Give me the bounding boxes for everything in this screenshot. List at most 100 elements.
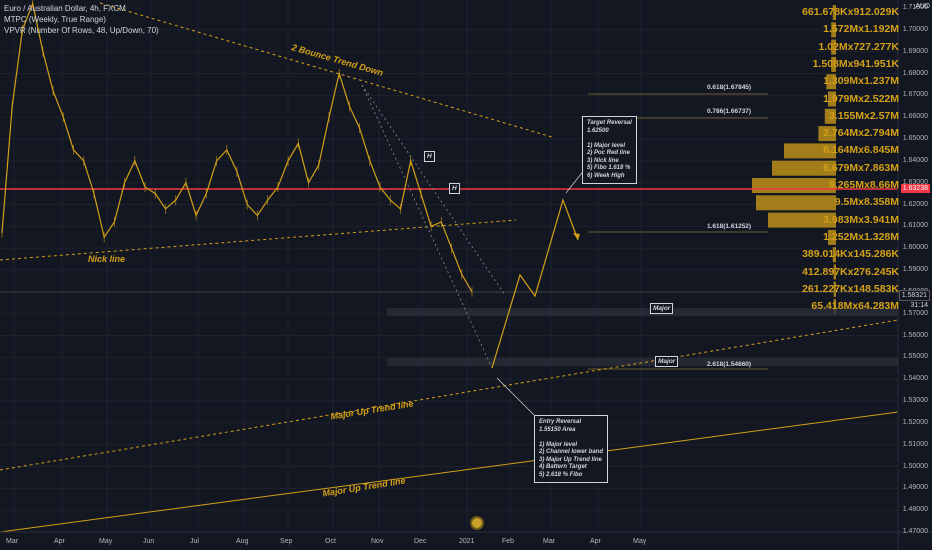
- price-tick-label: 1.52000: [902, 418, 928, 426]
- vpvr-bar: [826, 74, 836, 90]
- note-line: 5) Fibo 1.618 %: [587, 165, 631, 171]
- note-line: 4) Battern Target: [539, 464, 587, 470]
- indicator-vpvr[interactable]: VPVR (Number Of Rows, 48, Up/Down, 70): [4, 26, 159, 35]
- time-tick-label: Jul: [190, 538, 199, 545]
- major-zone-2: [387, 358, 898, 366]
- countdown-tag: 31:14: [908, 301, 930, 310]
- currency-label: AUD: [915, 3, 930, 10]
- vpvr-value: 9.265Mx8.66M: [828, 179, 899, 191]
- time-tick-label: Mar: [6, 538, 19, 545]
- vpvr-value: 661.678Kx912.029K: [802, 6, 899, 18]
- major-up-trend-line-2: [0, 411, 899, 533]
- price-tick-label: 1.67000: [902, 91, 928, 99]
- vpvr-value: 1.02Mx727.277K: [818, 40, 899, 53]
- vpvr-bar: [784, 143, 836, 159]
- h-tag-2[interactable]: H: [449, 183, 460, 194]
- time-tick-label: Feb: [502, 538, 515, 545]
- support-zones: [387, 93, 898, 370]
- vpvr-bar: [818, 126, 836, 142]
- price-tick-label: 1.49000: [902, 484, 928, 492]
- h-tag-1[interactable]: H: [424, 151, 435, 162]
- price-tick-label: 1.54000: [902, 375, 928, 383]
- time-tick-label: 2021: [459, 538, 475, 545]
- time-tick-label: Sep: [280, 538, 293, 545]
- vpvr-value: 1.979Mx2.522M: [823, 92, 899, 105]
- grid: [0, 0, 898, 533]
- vpvr-value: 389.014Kx145.286K: [802, 248, 899, 261]
- time-tick-label: Nov: [371, 538, 384, 545]
- major-up-trend-line-1: [0, 319, 899, 471]
- price-tick-label: 1.64000: [902, 156, 928, 164]
- price-tick-label: 1.50000: [902, 462, 928, 470]
- price-tick-label: 1.60000: [902, 244, 928, 252]
- vpvr-bar: [756, 195, 836, 211]
- entry-reversal-note[interactable]: Entry Reversal 1.55150 Area 1) Major leve…: [534, 415, 609, 483]
- vpvr-value: 65.418Mx64.283M: [811, 300, 899, 313]
- price-tick-label: 1.71000: [902, 4, 928, 11]
- time-tick-label: May: [633, 538, 647, 545]
- vpvr-value: 261.227Kx148.583K: [802, 282, 899, 295]
- nick-line-label: Nick line: [88, 254, 126, 264]
- note-line: 1.62500: [587, 127, 609, 134]
- major-tag-2[interactable]: Major: [655, 356, 679, 367]
- price-tick-label: 1.62000: [902, 200, 928, 208]
- vpvr-value: 412.897Kx276.245K: [802, 265, 899, 278]
- vpvr-value: 1.572Mx1.192M: [823, 23, 899, 36]
- channel-lower-band: [361, 84, 493, 369]
- price-tick-label: 1.51000: [902, 440, 928, 448]
- vpvr-value: 1.252Mx1.328M: [823, 230, 899, 243]
- vpvr-bar: [828, 91, 836, 107]
- vpvr-bar: [828, 229, 836, 245]
- vpvr-bar: [768, 212, 836, 228]
- time-tick-label: Aug: [236, 538, 249, 545]
- time-tick-label: Dec: [414, 538, 427, 545]
- price-tick-label: 1.61000: [902, 222, 928, 230]
- price-series: [1, 0, 473, 297]
- vpvr-value: 1.508Mx941.951K: [812, 57, 899, 70]
- channel-upper-band: [361, 84, 506, 296]
- chart-legend: Euro / Australian Dollar, 4h, FXCM MTPC …: [4, 3, 159, 36]
- entry-note-pointer: [496, 377, 535, 416]
- vpvr-value: 3.155Mx2.57M: [828, 109, 899, 122]
- trend-lines: [0, 2, 899, 533]
- vpvr-bar: [833, 281, 836, 297]
- note-line: 6) Week High: [587, 172, 625, 179]
- symbol-title[interactable]: Euro / Australian Dollar, 4h, FXCM: [4, 4, 126, 13]
- price-tick-label: 1.66000: [902, 113, 928, 121]
- vpvr-value: 1.309Mx1.237M: [823, 75, 899, 88]
- time-tick-label: Apr: [590, 538, 601, 545]
- time-tick-label: Oct: [325, 538, 336, 545]
- last-price-tag: 1.58321: [898, 290, 930, 301]
- note-line: [587, 135, 632, 143]
- fib-label-2618: 2.618(1.54660): [707, 361, 752, 368]
- vpvr-bar: [772, 160, 836, 176]
- vpvr-bar: [831, 22, 836, 38]
- volume-profile: [752, 5, 836, 315]
- price-tick-label: 1.70000: [902, 25, 928, 33]
- price-tick-label: 1.47000: [902, 528, 928, 535]
- note-line: 1) Major level: [587, 142, 626, 149]
- target-reversal-note[interactable]: Target Reversal 1.62500 1) Major level 2) …: [582, 116, 637, 184]
- projected-path: [491, 198, 579, 369]
- projected-arrowhead: [573, 233, 580, 240]
- vpvr-value: 2.764Mx2.794M: [823, 127, 899, 140]
- event-icon[interactable]: [470, 516, 484, 530]
- fib-label-0786: 0.786(1.66737): [707, 108, 752, 115]
- note-line: 1.55150 Area: [539, 426, 576, 433]
- vpvr-bar: [831, 56, 836, 72]
- price-tick-label: 1.59000: [902, 266, 928, 273]
- vpvr-bar: [833, 299, 836, 315]
- major-tag-1[interactable]: Major: [650, 303, 674, 314]
- note-line: 3) Major Up Trend line: [539, 456, 602, 463]
- fib-label-0618: 0.618(1.67845): [707, 84, 752, 91]
- indicator-mtpc[interactable]: MTPC (Weekly, True Range): [4, 15, 106, 24]
- vpvr-value: 6.164Mx6.845M: [823, 144, 899, 157]
- note-line: Entry Reversal: [539, 419, 582, 425]
- red-price-tag: 1.63238: [900, 184, 930, 193]
- price-tick-label: 1.53000: [902, 397, 928, 404]
- price-tick-label: 1.57000: [902, 309, 928, 317]
- time-tick-label: Apr: [54, 538, 65, 545]
- bounce-trend-line: [99, 2, 553, 138]
